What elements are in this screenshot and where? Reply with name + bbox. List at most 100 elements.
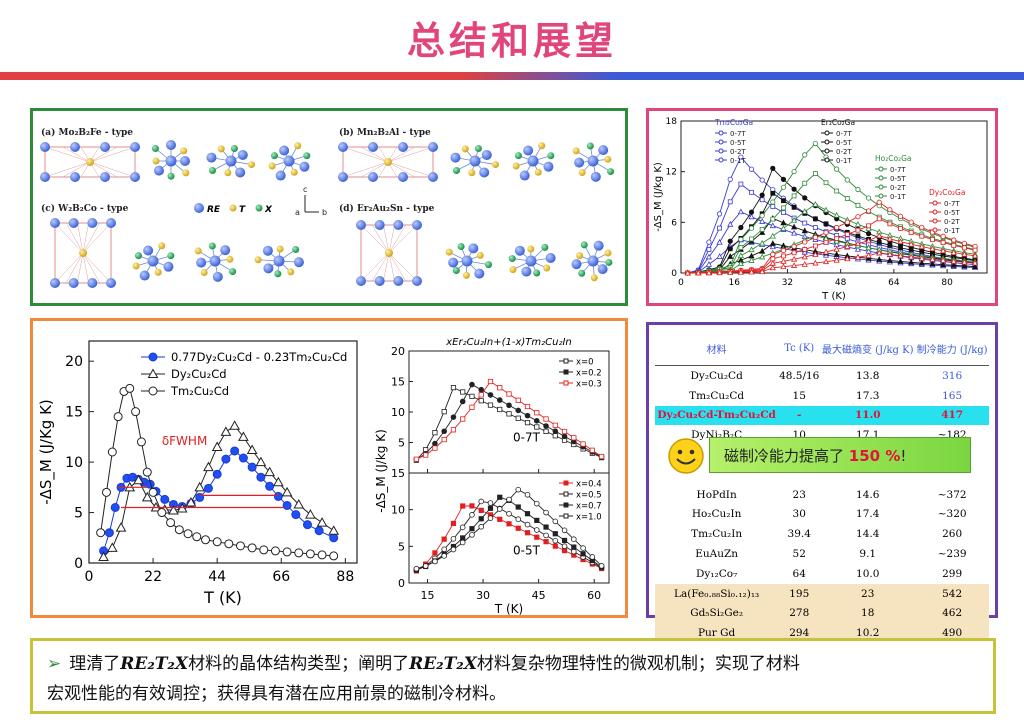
atom <box>385 249 393 257</box>
title-divider <box>0 72 1024 80</box>
data-point <box>866 223 871 229</box>
data-point <box>552 531 558 537</box>
table-row: Dy₁₂Co₇ 64 10.0 299 <box>655 564 989 584</box>
series-line <box>687 201 976 274</box>
data-point <box>833 251 840 257</box>
data-point <box>422 563 429 569</box>
data-point <box>469 532 475 538</box>
data-point <box>211 441 223 451</box>
data-point <box>918 254 925 261</box>
data-point <box>823 229 829 236</box>
data-point <box>876 256 883 262</box>
formula-2: RE₂T₂X <box>409 654 477 674</box>
unit-cell <box>54 222 112 284</box>
legend-marker <box>563 491 569 497</box>
data-point <box>98 551 109 561</box>
atom <box>276 245 284 253</box>
atom <box>462 271 470 279</box>
atom <box>428 172 438 182</box>
data-point <box>759 239 766 246</box>
data-point <box>855 233 861 239</box>
data-point <box>101 487 111 497</box>
data-point <box>291 510 301 520</box>
atom <box>163 261 174 272</box>
legend-entry: 0-5T <box>836 139 852 147</box>
atom <box>262 245 273 256</box>
data-point <box>450 520 457 527</box>
y-tick-label: 20 <box>391 345 405 358</box>
data-point <box>294 548 304 558</box>
data-point <box>115 522 127 532</box>
atom <box>393 220 404 230</box>
atom <box>604 249 612 257</box>
series-line <box>687 167 976 274</box>
data-point <box>812 234 818 241</box>
data-point <box>246 444 258 454</box>
data-point <box>897 252 904 259</box>
x-tick-label: 64 <box>888 278 900 288</box>
data-point <box>571 548 577 555</box>
atom <box>275 170 286 181</box>
data-point <box>524 511 531 517</box>
data-point <box>229 420 241 430</box>
data-point <box>855 186 861 193</box>
data-point <box>759 229 766 235</box>
data-point <box>515 525 521 531</box>
data-point <box>515 415 521 421</box>
data-point <box>791 223 798 230</box>
data-point <box>812 225 818 230</box>
atom <box>299 161 310 172</box>
axis-c: c <box>303 185 307 194</box>
atom <box>196 257 207 268</box>
data-point <box>450 414 457 420</box>
atom <box>527 245 535 253</box>
data-point <box>194 481 206 492</box>
data-point <box>844 177 850 183</box>
atom <box>512 162 520 170</box>
data-point <box>270 546 280 556</box>
atom <box>607 168 615 176</box>
data-point <box>552 518 559 525</box>
data-point <box>940 247 947 254</box>
data-point <box>487 392 494 398</box>
data-point <box>886 257 893 263</box>
data-point <box>580 545 586 551</box>
legend-marker <box>563 513 569 519</box>
atom <box>154 268 162 276</box>
data-point <box>801 208 808 214</box>
table-cell: 14.6 <box>856 488 880 501</box>
callout-end: ! <box>900 447 907 465</box>
table-cell: 11.0 <box>820 405 916 426</box>
atom <box>229 268 237 276</box>
data-point <box>305 509 316 519</box>
atom <box>220 245 231 256</box>
formula-1: RE₂T₂X <box>120 654 189 674</box>
data-point <box>759 213 765 219</box>
unit-cell <box>360 224 418 282</box>
data-point <box>940 233 946 239</box>
page-title: 总结和展望 <box>406 18 617 63</box>
data-point <box>812 171 818 176</box>
data-point <box>110 503 120 512</box>
data-point <box>834 236 840 241</box>
unit-cell <box>44 146 136 178</box>
atom <box>153 165 164 176</box>
y-tick-label: 12 <box>666 168 677 178</box>
atom <box>70 142 80 152</box>
x-tick-label: 32 <box>782 278 793 288</box>
atom <box>412 276 422 286</box>
atom <box>237 149 248 160</box>
data-point <box>432 430 438 436</box>
table-cell: 17.4 <box>856 508 880 521</box>
atom <box>166 140 176 150</box>
data-point <box>224 539 234 549</box>
data-point <box>759 268 766 275</box>
data-point <box>759 253 766 260</box>
legend-marker <box>932 227 938 233</box>
data-point <box>812 140 818 147</box>
callout-text: 磁制冷能力提高了 <box>724 447 845 465</box>
cobalt-gallium-chart-panel: 0 16 32 48 64 80 0 6 12 18 T (K) -ΔS_M (J/kg K) Tm₂C… <box>646 108 998 306</box>
data-point <box>598 453 605 460</box>
data-point <box>854 253 862 260</box>
unit-cell <box>342 146 434 178</box>
